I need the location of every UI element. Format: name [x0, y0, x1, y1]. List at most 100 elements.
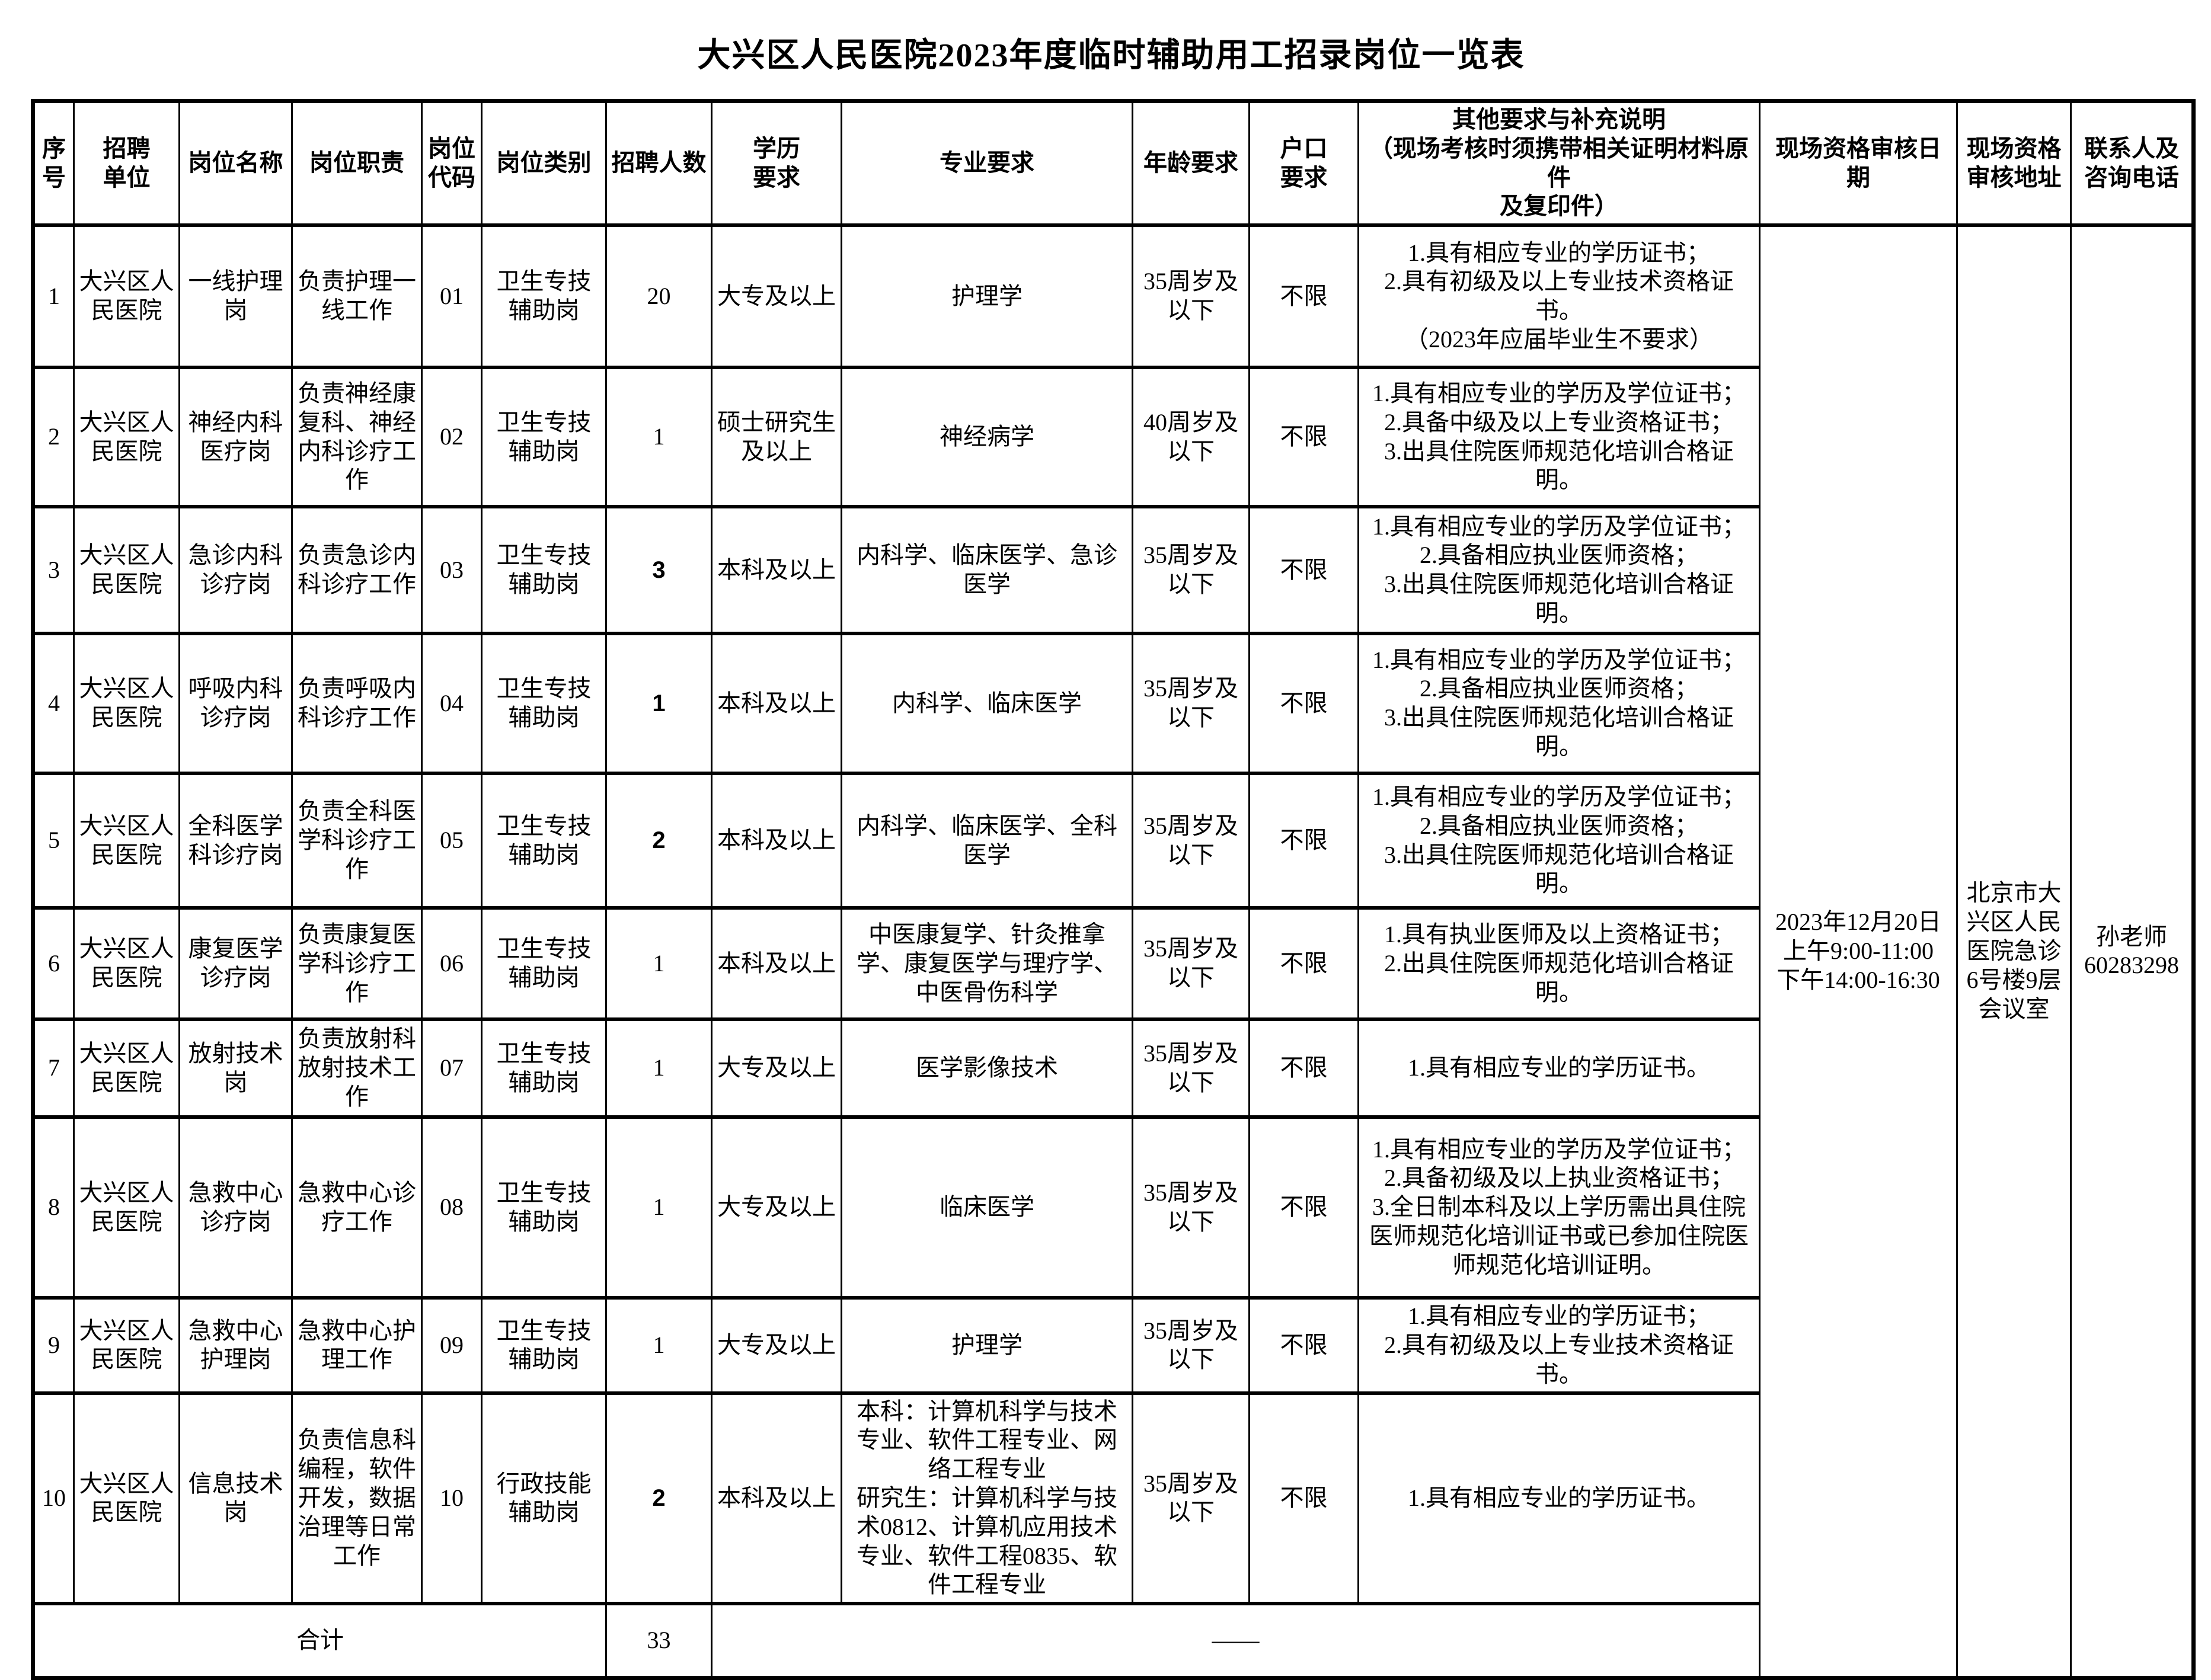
cell-duty: 急救中心诊疗工作 — [291, 1115, 423, 1300]
cell-duty: 负责信息科编程，软件开发，数据治理等日常工作 — [291, 1391, 423, 1606]
table-row: 5 大兴区人民医院 全科医学科诊疗岗 负责全科医学科诊疗工作 05 卫生专技辅助… — [32, 772, 2194, 910]
col-header-hukou: 户口 要求 — [1248, 99, 1359, 228]
cell-total-label: 合计 — [32, 1602, 607, 1680]
cell-count: 1 — [605, 1115, 712, 1300]
cell-major: 内科学、临床医学 — [841, 632, 1133, 776]
cell-hukou: 不限 — [1248, 1296, 1359, 1395]
cell-position-name: 全科医学科诊疗岗 — [178, 772, 293, 910]
col-header-code: 岗位 代码 — [421, 99, 483, 228]
cell-position-name: 一线护理岗 — [178, 223, 293, 370]
cell-other: 1.具有相应专业的学历证书； 2.具有初级及以上专业技术资格证书。 — [1357, 1296, 1761, 1395]
col-header-position-name: 岗位名称 — [178, 99, 293, 228]
cell-category: 卫生专技辅助岗 — [481, 772, 607, 910]
cell-major: 护理学 — [841, 1296, 1133, 1395]
cell-duty: 负责放射科放射技术工作 — [291, 1017, 423, 1119]
cell-unit: 大兴区人民医院 — [73, 1296, 180, 1395]
cell-count: 20 — [605, 223, 712, 370]
cell-duty: 负责神经康复科、神经内科诊疗工作 — [291, 366, 423, 509]
cell-review-address: 北京市大兴区人民医院急诊6号楼9层会议室 — [1956, 223, 2072, 1680]
cell-count: 2 — [605, 772, 712, 910]
cell-hukou: 不限 — [1248, 505, 1359, 636]
col-header-duty: 岗位职责 — [291, 99, 423, 228]
table-row: 8 大兴区人民医院 急救中心诊疗岗 急救中心诊疗工作 08 卫生专技辅助岗 1 … — [32, 1115, 2194, 1300]
cell-other: 1.具有相应专业的学历及学位证书； 2.具备初级及以上执业资格证书； 3.全日制… — [1357, 1115, 1761, 1300]
cell-major: 护理学 — [841, 223, 1133, 370]
cell-unit: 大兴区人民医院 — [73, 223, 180, 370]
cell-position-name: 放射技术岗 — [178, 1017, 293, 1119]
cell-other: 1.具有相应专业的学历及学位证书； 2.具备相应执业医师资格； 3.出具住院医师… — [1357, 505, 1761, 636]
cell-code: 04 — [421, 632, 483, 776]
cell-duty: 负责全科医学科诊疗工作 — [291, 772, 423, 910]
page-title: 大兴区人民医院2023年度临时辅助用工招录岗位一览表 — [697, 37, 1525, 74]
cell-duty: 负责护理一线工作 — [291, 223, 423, 370]
table-row: 1 大兴区人民医院 一线护理岗 负责护理一线工作 01 卫生专技辅助岗 20 大… — [32, 223, 2194, 1680]
cell-code: 06 — [421, 906, 483, 1022]
cell-education: 本科及以上 — [711, 1391, 842, 1606]
cell-serial: 1 — [32, 223, 75, 370]
cell-unit: 大兴区人民医院 — [73, 1391, 180, 1606]
table-row: 10 大兴区人民医院 信息技术岗 负责信息科编程，软件开发，数据治理等日常工作 … — [32, 1391, 2194, 1606]
cell-duty: 负责急诊内科诊疗工作 — [291, 505, 423, 636]
cell-position-name: 急救中心护理岗 — [178, 1296, 293, 1395]
cell-hukou: 不限 — [1248, 1391, 1359, 1606]
cell-age: 35周岁及以下 — [1132, 772, 1250, 910]
col-header-review-address: 现场资格 审核地址 — [1956, 99, 2072, 228]
cell-total-dash: —— — [711, 1602, 1761, 1680]
cell-unit: 大兴区人民医院 — [73, 772, 180, 910]
cell-review-date: 2023年12月20日 上午9:00-11:00 下午14:00-16:30 — [1759, 223, 1958, 1680]
cell-serial: 8 — [32, 1115, 75, 1300]
cell-category: 卫生专技辅助岗 — [481, 632, 607, 776]
cell-major: 临床医学 — [841, 1115, 1133, 1300]
cell-hukou: 不限 — [1248, 1115, 1359, 1300]
cell-category: 卫生专技辅助岗 — [481, 223, 607, 370]
cell-age: 35周岁及以下 — [1132, 1296, 1250, 1395]
recruitment-table: 序 号 招聘 单位 岗位名称 岗位职责 岗位 代码 岗位类别 招聘人数 学历 要… — [31, 99, 2196, 1680]
cell-education: 大专及以上 — [711, 223, 842, 370]
cell-other: 1.具有相应专业的学历及学位证书； 2.具备相应执业医师资格； 3.出具住院医师… — [1357, 632, 1761, 776]
table-row: 3 大兴区人民医院 急诊内科诊疗岗 负责急诊内科诊疗工作 03 卫生专技辅助岗 … — [32, 505, 2194, 636]
table-row: 6 大兴区人民医院 康复医学诊疗岗 负责康复医学科诊疗工作 06 卫生专技辅助岗… — [32, 906, 2194, 1022]
cell-serial: 6 — [32, 906, 75, 1022]
cell-count: 1 — [605, 1017, 712, 1119]
cell-code: 02 — [421, 366, 483, 509]
cell-education: 本科及以上 — [711, 505, 842, 636]
col-header-contact: 联系人及 咨询电话 — [2070, 99, 2194, 228]
cell-serial: 5 — [32, 772, 75, 910]
table-row: 9 大兴区人民医院 急救中心护理岗 急救中心护理工作 09 卫生专技辅助岗 1 … — [32, 1296, 2194, 1395]
cell-category: 卫生专技辅助岗 — [481, 1296, 607, 1395]
cell-duty: 负责康复医学科诊疗工作 — [291, 906, 423, 1022]
cell-count: 1 — [605, 366, 712, 509]
col-header-count: 招聘人数 — [605, 99, 712, 228]
cell-hukou: 不限 — [1248, 906, 1359, 1022]
cell-age: 40周岁及以下 — [1132, 366, 1250, 509]
cell-age: 35周岁及以下 — [1132, 906, 1250, 1022]
cell-unit: 大兴区人民医院 — [73, 906, 180, 1022]
cell-unit: 大兴区人民医院 — [73, 1017, 180, 1119]
cell-age: 35周岁及以下 — [1132, 632, 1250, 776]
cell-code: 03 — [421, 505, 483, 636]
cell-education: 本科及以上 — [711, 906, 842, 1022]
col-header-age: 年龄要求 — [1132, 99, 1250, 228]
cell-total-count: 33 — [605, 1602, 712, 1680]
cell-category: 卫生专技辅助岗 — [481, 1115, 607, 1300]
cell-code: 09 — [421, 1296, 483, 1395]
cell-unit: 大兴区人民医院 — [73, 632, 180, 776]
cell-other: 1.具有相应专业的学历证书； 2.具有初级及以上专业技术资格证书。 （2023年… — [1357, 223, 1761, 370]
cell-position-name: 康复医学诊疗岗 — [178, 906, 293, 1022]
cell-major: 中医康复学、针灸推拿学、康复医学与理疗学、中医骨伤科学 — [841, 906, 1133, 1022]
cell-major: 神经病学 — [841, 366, 1133, 509]
cell-category: 卫生专技辅助岗 — [481, 505, 607, 636]
table-row: 2 大兴区人民医院 神经内科医疗岗 负责神经康复科、神经内科诊疗工作 02 卫生… — [32, 366, 2194, 509]
cell-contact: 孙老师 60283298 — [2070, 223, 2194, 1680]
col-header-category: 岗位类别 — [481, 99, 607, 228]
cell-education: 大专及以上 — [711, 1115, 842, 1300]
cell-education: 本科及以上 — [711, 772, 842, 910]
cell-hukou: 不限 — [1248, 632, 1359, 776]
col-header-major: 专业要求 — [841, 99, 1133, 228]
cell-serial: 10 — [32, 1391, 75, 1606]
cell-code: 01 — [421, 223, 483, 370]
cell-age: 35周岁及以下 — [1132, 223, 1250, 370]
cell-code: 07 — [421, 1017, 483, 1119]
cell-major: 内科学、临床医学、全科医学 — [841, 772, 1133, 910]
